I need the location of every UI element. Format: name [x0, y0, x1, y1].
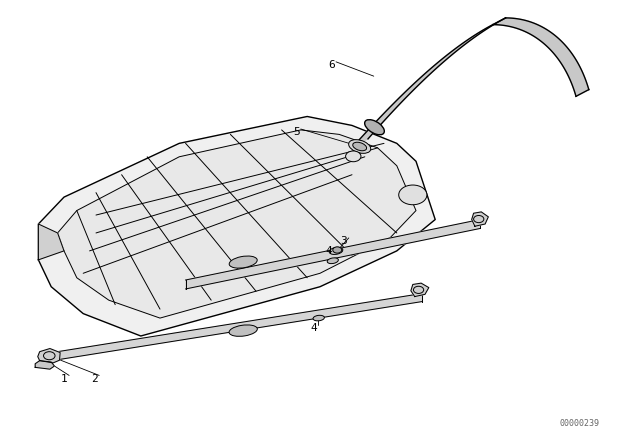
Text: 2: 2 — [92, 374, 98, 383]
Polygon shape — [38, 224, 64, 260]
Circle shape — [346, 151, 361, 162]
Polygon shape — [58, 130, 416, 318]
Polygon shape — [354, 18, 506, 146]
Polygon shape — [58, 293, 422, 360]
Ellipse shape — [329, 247, 343, 254]
Circle shape — [399, 185, 427, 205]
Ellipse shape — [229, 256, 257, 268]
Circle shape — [333, 247, 342, 253]
Text: 00000239: 00000239 — [559, 419, 599, 428]
Text: 3: 3 — [340, 236, 347, 246]
Text: 4: 4 — [310, 323, 317, 333]
Polygon shape — [38, 349, 60, 363]
Text: 4: 4 — [325, 246, 332, 256]
Ellipse shape — [229, 325, 257, 336]
Polygon shape — [35, 361, 54, 369]
Ellipse shape — [349, 140, 371, 153]
Polygon shape — [493, 18, 589, 96]
Ellipse shape — [327, 258, 339, 263]
Ellipse shape — [365, 120, 385, 135]
Polygon shape — [472, 212, 488, 226]
Text: 5: 5 — [293, 127, 300, 137]
Text: 1: 1 — [61, 374, 67, 383]
Text: 6: 6 — [328, 60, 335, 70]
Polygon shape — [186, 220, 480, 289]
Ellipse shape — [353, 142, 367, 151]
Polygon shape — [411, 283, 429, 297]
Ellipse shape — [313, 315, 324, 321]
Polygon shape — [38, 116, 435, 336]
